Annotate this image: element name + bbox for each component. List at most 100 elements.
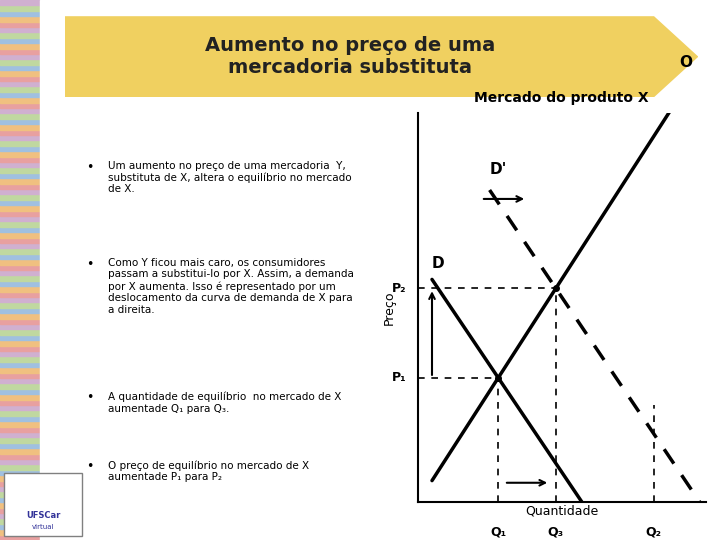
Bar [0, 502, 72, 508]
Bar [0, 232, 72, 238]
Bar [0, 329, 72, 335]
Bar [0, 216, 72, 221]
Bar [0, 459, 72, 464]
Bar [0, 124, 72, 130]
Bar [0, 508, 72, 513]
Bar [0, 248, 72, 254]
Bar [0, 297, 72, 302]
Bar [0, 65, 72, 70]
Text: •: • [86, 258, 94, 271]
Bar [0, 475, 72, 481]
Bar [0, 421, 72, 427]
Bar [0, 43, 72, 49]
Bar [0, 443, 72, 448]
Bar [0, 373, 72, 378]
Bar [0, 194, 72, 200]
Bar [0, 11, 72, 16]
Bar [0, 184, 72, 189]
Bar [0, 97, 72, 103]
Bar [0, 448, 72, 454]
Bar [0, 481, 72, 486]
Bar [0, 464, 72, 470]
Bar [0, 410, 72, 416]
Bar [0, 119, 72, 124]
Bar [0, 313, 72, 319]
Bar [0, 308, 72, 313]
Bar [0, 22, 72, 27]
Bar [0, 437, 72, 443]
Bar [0, 529, 72, 535]
Bar [0, 59, 72, 65]
Text: Q₂: Q₂ [646, 525, 662, 538]
Bar [0, 378, 72, 383]
Text: •: • [86, 160, 94, 174]
Bar [0, 259, 72, 265]
Bar [0, 362, 72, 367]
Text: D: D [431, 256, 444, 271]
Bar [0, 518, 72, 524]
Bar [0, 383, 72, 389]
Bar [0, 200, 72, 205]
Bar [0, 16, 72, 22]
Bar [0, 92, 72, 97]
Text: Um aumento no preço de uma mercadoria  Y,
substituta de X, altera o equilíbrio n: Um aumento no preço de uma mercadoria Y,… [108, 160, 351, 194]
Bar [0, 254, 72, 259]
Bar [0, 103, 72, 108]
Bar [0, 275, 72, 281]
Bar [0, 394, 72, 400]
Bar [0, 356, 72, 362]
Bar [0, 70, 72, 76]
Text: Aumento no preço de uma
mercadoria substituta: Aumento no preço de uma mercadoria subst… [204, 36, 495, 77]
Bar [0, 340, 72, 346]
Bar [0, 38, 72, 43]
Bar [0, 146, 72, 151]
Bar [0, 513, 72, 518]
Bar [0, 151, 72, 157]
Bar [0, 416, 72, 421]
Bar [0, 189, 72, 194]
Bar [0, 427, 72, 432]
Bar [0, 454, 72, 459]
Bar [0, 265, 72, 270]
Bar [40, 0, 72, 540]
Bar [0, 113, 72, 119]
Bar [0, 367, 72, 373]
Bar [0, 86, 72, 92]
Bar [0, 286, 72, 292]
Text: P₁: P₁ [392, 372, 406, 384]
Bar [0, 135, 72, 140]
Bar [0, 270, 72, 275]
Bar [0, 535, 72, 540]
Text: •: • [86, 392, 94, 404]
Bar [0, 227, 72, 232]
Bar [0, 238, 72, 243]
Bar [0, 243, 72, 248]
Text: UFSCar: UFSCar [26, 511, 60, 520]
Bar [0, 335, 72, 340]
Bar [0, 319, 72, 324]
X-axis label: Quantidade: Quantidade [525, 505, 598, 518]
Bar [0, 76, 72, 81]
Bar [0, 405, 72, 410]
Bar [0, 221, 72, 227]
Text: Como Y ficou mais caro, os consumidores
passam a substitui-lo por X. Assim, a de: Como Y ficou mais caro, os consumidores … [108, 258, 354, 315]
Bar [0, 173, 72, 178]
Text: Q₁: Q₁ [490, 525, 506, 538]
Bar [0, 486, 72, 491]
Bar [0, 324, 72, 329]
Bar [0, 389, 72, 394]
Bar [0, 27, 72, 32]
Bar [0, 205, 72, 211]
Polygon shape [65, 16, 698, 97]
Title: Mercado do produto X: Mercado do produto X [474, 91, 649, 105]
Bar [0, 157, 72, 162]
Text: Q₃: Q₃ [548, 525, 564, 538]
Bar [0, 167, 72, 173]
Bar [0, 346, 72, 351]
Bar [0, 497, 72, 502]
Bar [0, 292, 72, 297]
Bar [0, 0, 72, 5]
Text: virtual: virtual [32, 524, 55, 530]
Text: O preço de equilíbrio no mercado de X
aumentade P₁ para P₂: O preço de equilíbrio no mercado de X au… [108, 460, 309, 482]
Bar [0, 81, 72, 86]
